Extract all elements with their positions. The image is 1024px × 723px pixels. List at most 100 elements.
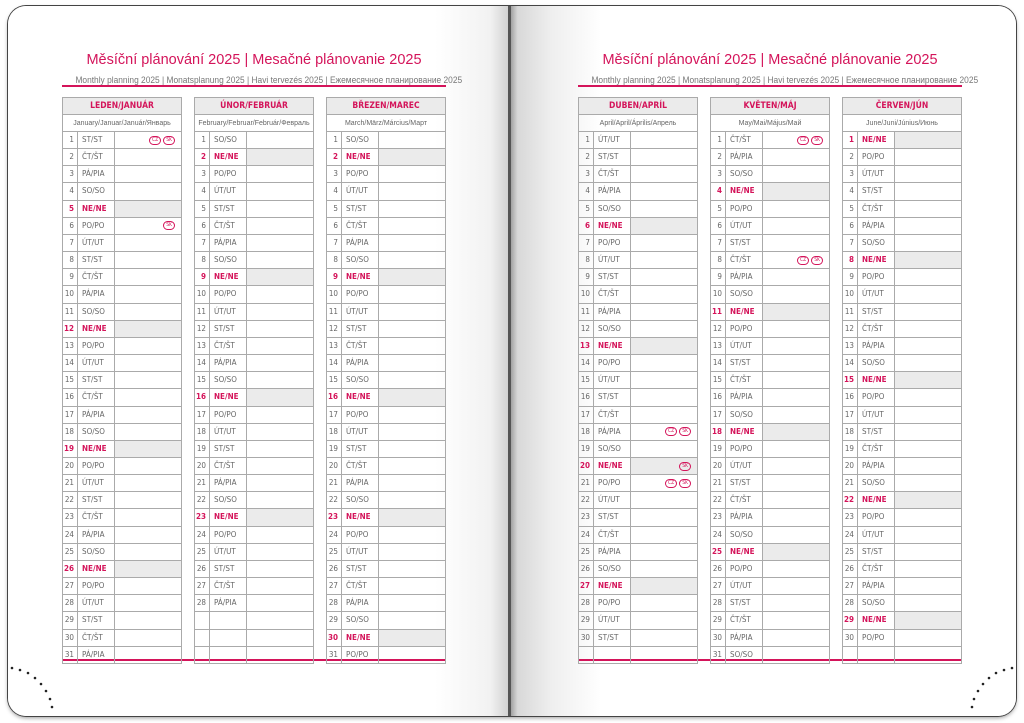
note-field[interactable] (379, 441, 445, 457)
note-field[interactable] (763, 578, 829, 594)
day-row[interactable]: 19 ST/ST (327, 440, 445, 458)
day-row[interactable]: 8 ČT/ŠT CZ SK (711, 252, 829, 270)
note-field[interactable] (247, 252, 313, 268)
note-field[interactable] (247, 286, 313, 302)
note-field[interactable] (631, 286, 697, 302)
note-field[interactable] (763, 338, 829, 354)
day-row[interactable]: 1 SO/SO (327, 132, 445, 150)
note-field[interactable] (247, 492, 313, 508)
day-row[interactable]: 12 ST/ST (327, 320, 445, 338)
note-field[interactable] (631, 492, 697, 508)
note-field[interactable] (247, 458, 313, 474)
day-row[interactable]: 27 PÁ/PIA (843, 578, 961, 596)
note-field[interactable] (379, 612, 445, 628)
note-field[interactable] (895, 612, 961, 629)
note-field[interactable] (763, 201, 829, 217)
day-row[interactable]: 4 PÁ/PIA (579, 183, 697, 201)
note-field[interactable] (895, 407, 961, 423)
note-field[interactable] (895, 252, 961, 269)
note-field[interactable]: CZ SK (763, 252, 829, 268)
note-field[interactable] (631, 389, 697, 405)
note-field[interactable] (247, 149, 313, 166)
day-row[interactable]: 17 PÁ/PIA (63, 406, 181, 424)
note-field[interactable] (631, 321, 697, 337)
note-field[interactable] (379, 544, 445, 560)
day-row[interactable]: 29 ST/ST (63, 612, 181, 630)
note-field[interactable] (379, 132, 445, 148)
day-row[interactable]: 28 ÚT/UT (63, 595, 181, 613)
note-field[interactable] (895, 544, 961, 560)
note-field[interactable] (247, 269, 313, 286)
note-field[interactable] (763, 595, 829, 611)
day-row[interactable]: 30 PO/PO (843, 629, 961, 647)
day-row[interactable]: 9 ST/ST (579, 269, 697, 287)
note-field[interactable] (895, 269, 961, 285)
note-field[interactable] (115, 458, 181, 474)
day-row[interactable]: 5 ST/ST (327, 200, 445, 218)
note-field[interactable] (631, 183, 697, 199)
note-field[interactable] (247, 544, 313, 560)
note-field[interactable] (631, 149, 697, 165)
day-row[interactable]: 7 PÁ/PIA (327, 234, 445, 253)
note-field[interactable] (379, 509, 445, 526)
day-row[interactable]: 18 SO/SO (63, 423, 181, 441)
day-row[interactable]: 13 ÚT/UT (711, 337, 829, 356)
day-row[interactable]: 23 NE/NE (327, 509, 445, 527)
day-row[interactable]: 11 NE/NE (711, 303, 829, 321)
day-row[interactable]: 16 NE/NE (327, 389, 445, 407)
note-field[interactable] (247, 235, 313, 251)
note-field[interactable] (763, 235, 829, 251)
day-row[interactable]: 6 PÁ/PIA (843, 217, 961, 235)
note-field[interactable] (895, 183, 961, 199)
day-row[interactable]: 3 PO/PO (195, 166, 313, 184)
note-field[interactable] (763, 647, 829, 663)
day-row[interactable]: 13 PÁ/PIA (843, 337, 961, 356)
day-row[interactable]: 10 ÚT/UT (843, 286, 961, 304)
day-row[interactable]: 18 PÁ/PIA CZ SK (579, 423, 697, 441)
note-field[interactable] (379, 475, 445, 491)
note-field[interactable] (895, 201, 961, 217)
day-row[interactable]: 7 ST/ST (711, 234, 829, 253)
day-row[interactable]: 8 ÚT/UT (579, 252, 697, 270)
day-row[interactable]: 29 NE/NE (843, 612, 961, 630)
note-field[interactable] (895, 492, 961, 509)
day-row[interactable]: 31 SO/SO (711, 646, 829, 664)
day-row[interactable]: 20 ÚT/UT (711, 457, 829, 476)
day-row[interactable]: 28 SO/SO (843, 595, 961, 613)
day-row[interactable]: 2 ČT/ŠT (63, 149, 181, 167)
note-field[interactable] (895, 218, 961, 234)
day-row[interactable]: 30 ST/ST (579, 629, 697, 647)
day-row[interactable]: 2 ST/ST (579, 149, 697, 167)
note-field[interactable] (379, 166, 445, 182)
note-field[interactable] (247, 424, 313, 440)
day-row[interactable]: 11 PÁ/PIA (579, 303, 697, 321)
day-row[interactable]: 26 ST/ST (195, 560, 313, 579)
note-field[interactable] (115, 269, 181, 285)
day-row[interactable]: 17 PO/PO (195, 406, 313, 424)
day-row[interactable]: 20 PÁ/PIA (843, 457, 961, 476)
day-row[interactable]: 21 SO/SO (843, 475, 961, 493)
note-field[interactable] (247, 578, 313, 594)
day-row[interactable]: 26 ST/ST (327, 560, 445, 579)
note-field[interactable] (379, 578, 445, 594)
note-field[interactable] (763, 149, 829, 165)
day-row[interactable]: 15 ÚT/UT (579, 372, 697, 390)
day-row[interactable]: 18 ÚT/UT (327, 423, 445, 441)
note-field[interactable] (895, 595, 961, 611)
note-field[interactable] (379, 647, 445, 663)
note-field[interactable] (763, 612, 829, 628)
note-field[interactable] (247, 561, 313, 577)
day-row[interactable]: 4 SO/SO (63, 183, 181, 201)
day-row[interactable]: 22 NE/NE (843, 492, 961, 510)
note-field[interactable] (115, 355, 181, 371)
note-field[interactable] (763, 475, 829, 491)
day-row[interactable]: 30 NE/NE (327, 629, 445, 647)
note-field[interactable] (763, 423, 829, 440)
note-field[interactable] (247, 509, 313, 526)
day-row[interactable]: 30 PÁ/PIA (711, 629, 829, 647)
day-row[interactable]: 2 NE/NE (195, 149, 313, 167)
day-row[interactable]: 12 NE/NE (63, 320, 181, 338)
day-row[interactable]: 8 NE/NE (843, 252, 961, 270)
note-field[interactable] (631, 578, 697, 595)
day-row[interactable]: 22 SO/SO (195, 492, 313, 510)
